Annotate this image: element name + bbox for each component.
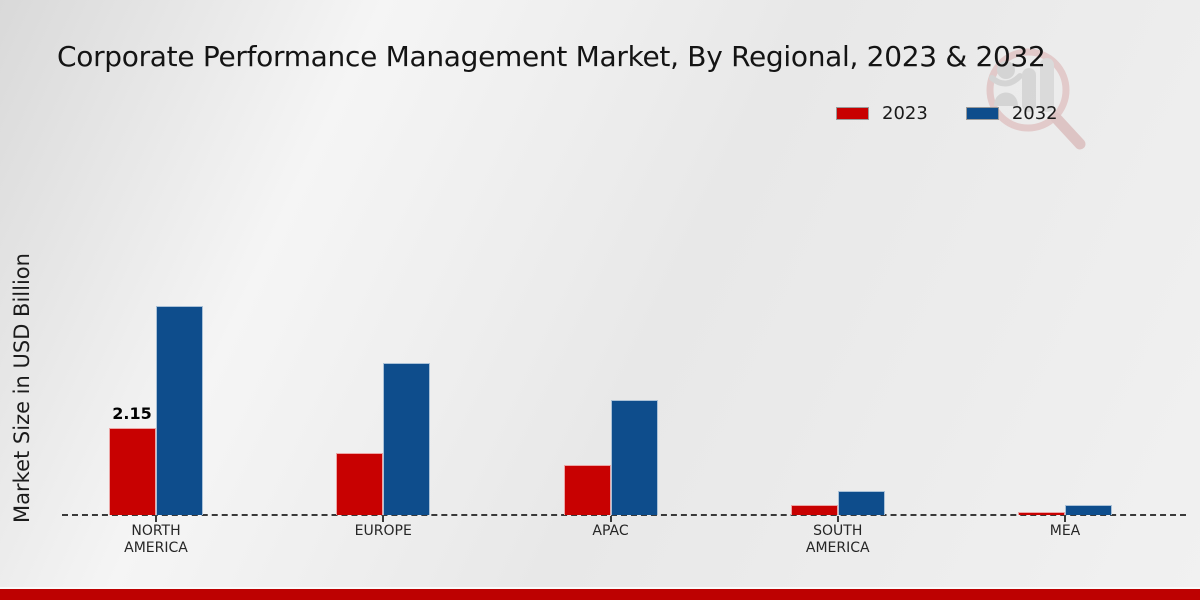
chart-title: Corporate Performance Management Market,… bbox=[57, 40, 1046, 73]
category-label-south-america: SOUTH AMERICA bbox=[805, 523, 870, 556]
bar-2023-mea bbox=[1018, 512, 1065, 515]
legend-label: 2023 bbox=[882, 103, 928, 124]
x-axis-baseline bbox=[62, 514, 1186, 516]
x-axis-tick-europe bbox=[382, 516, 385, 522]
legend-label: 2032 bbox=[1011, 103, 1058, 124]
bar-2023-europe bbox=[336, 453, 384, 515]
legend: 2023 2032 bbox=[836, 103, 1058, 124]
x-axis-tick-mea bbox=[1064, 516, 1066, 522]
category-label-mea: MEA bbox=[1049, 523, 1081, 539]
bar-2023-apac bbox=[563, 465, 611, 515]
bar-2023-north-america bbox=[109, 428, 156, 515]
x-axis-tick-north-america bbox=[155, 516, 157, 522]
legend-item-2032: 2032 bbox=[965, 103, 1058, 124]
bar-value-label: 2.15 bbox=[112, 404, 152, 423]
bar-2032-south-america bbox=[837, 491, 885, 515]
bar-2032-apac bbox=[610, 400, 658, 515]
category-label-apac: APAC bbox=[592, 523, 629, 539]
category-label-north-america: NORTH AMERICA bbox=[124, 523, 188, 556]
bar-2032-europe bbox=[383, 363, 431, 515]
x-axis-tick-apac bbox=[609, 516, 612, 522]
footer-accent-strip bbox=[0, 587, 1200, 600]
legend-swatch-2032 bbox=[965, 107, 999, 120]
magnifier-logo-watermark bbox=[986, 48, 1086, 150]
legend-item-2023: 2023 bbox=[836, 103, 928, 124]
bar-2032-north-america bbox=[156, 306, 203, 515]
bar-2023-south-america bbox=[790, 505, 838, 515]
category-label-europe: EUROPE bbox=[354, 523, 412, 539]
bar-2032-mea bbox=[1065, 505, 1112, 515]
x-axis-tick-south-america bbox=[836, 516, 839, 522]
legend-swatch-2023 bbox=[836, 107, 869, 120]
